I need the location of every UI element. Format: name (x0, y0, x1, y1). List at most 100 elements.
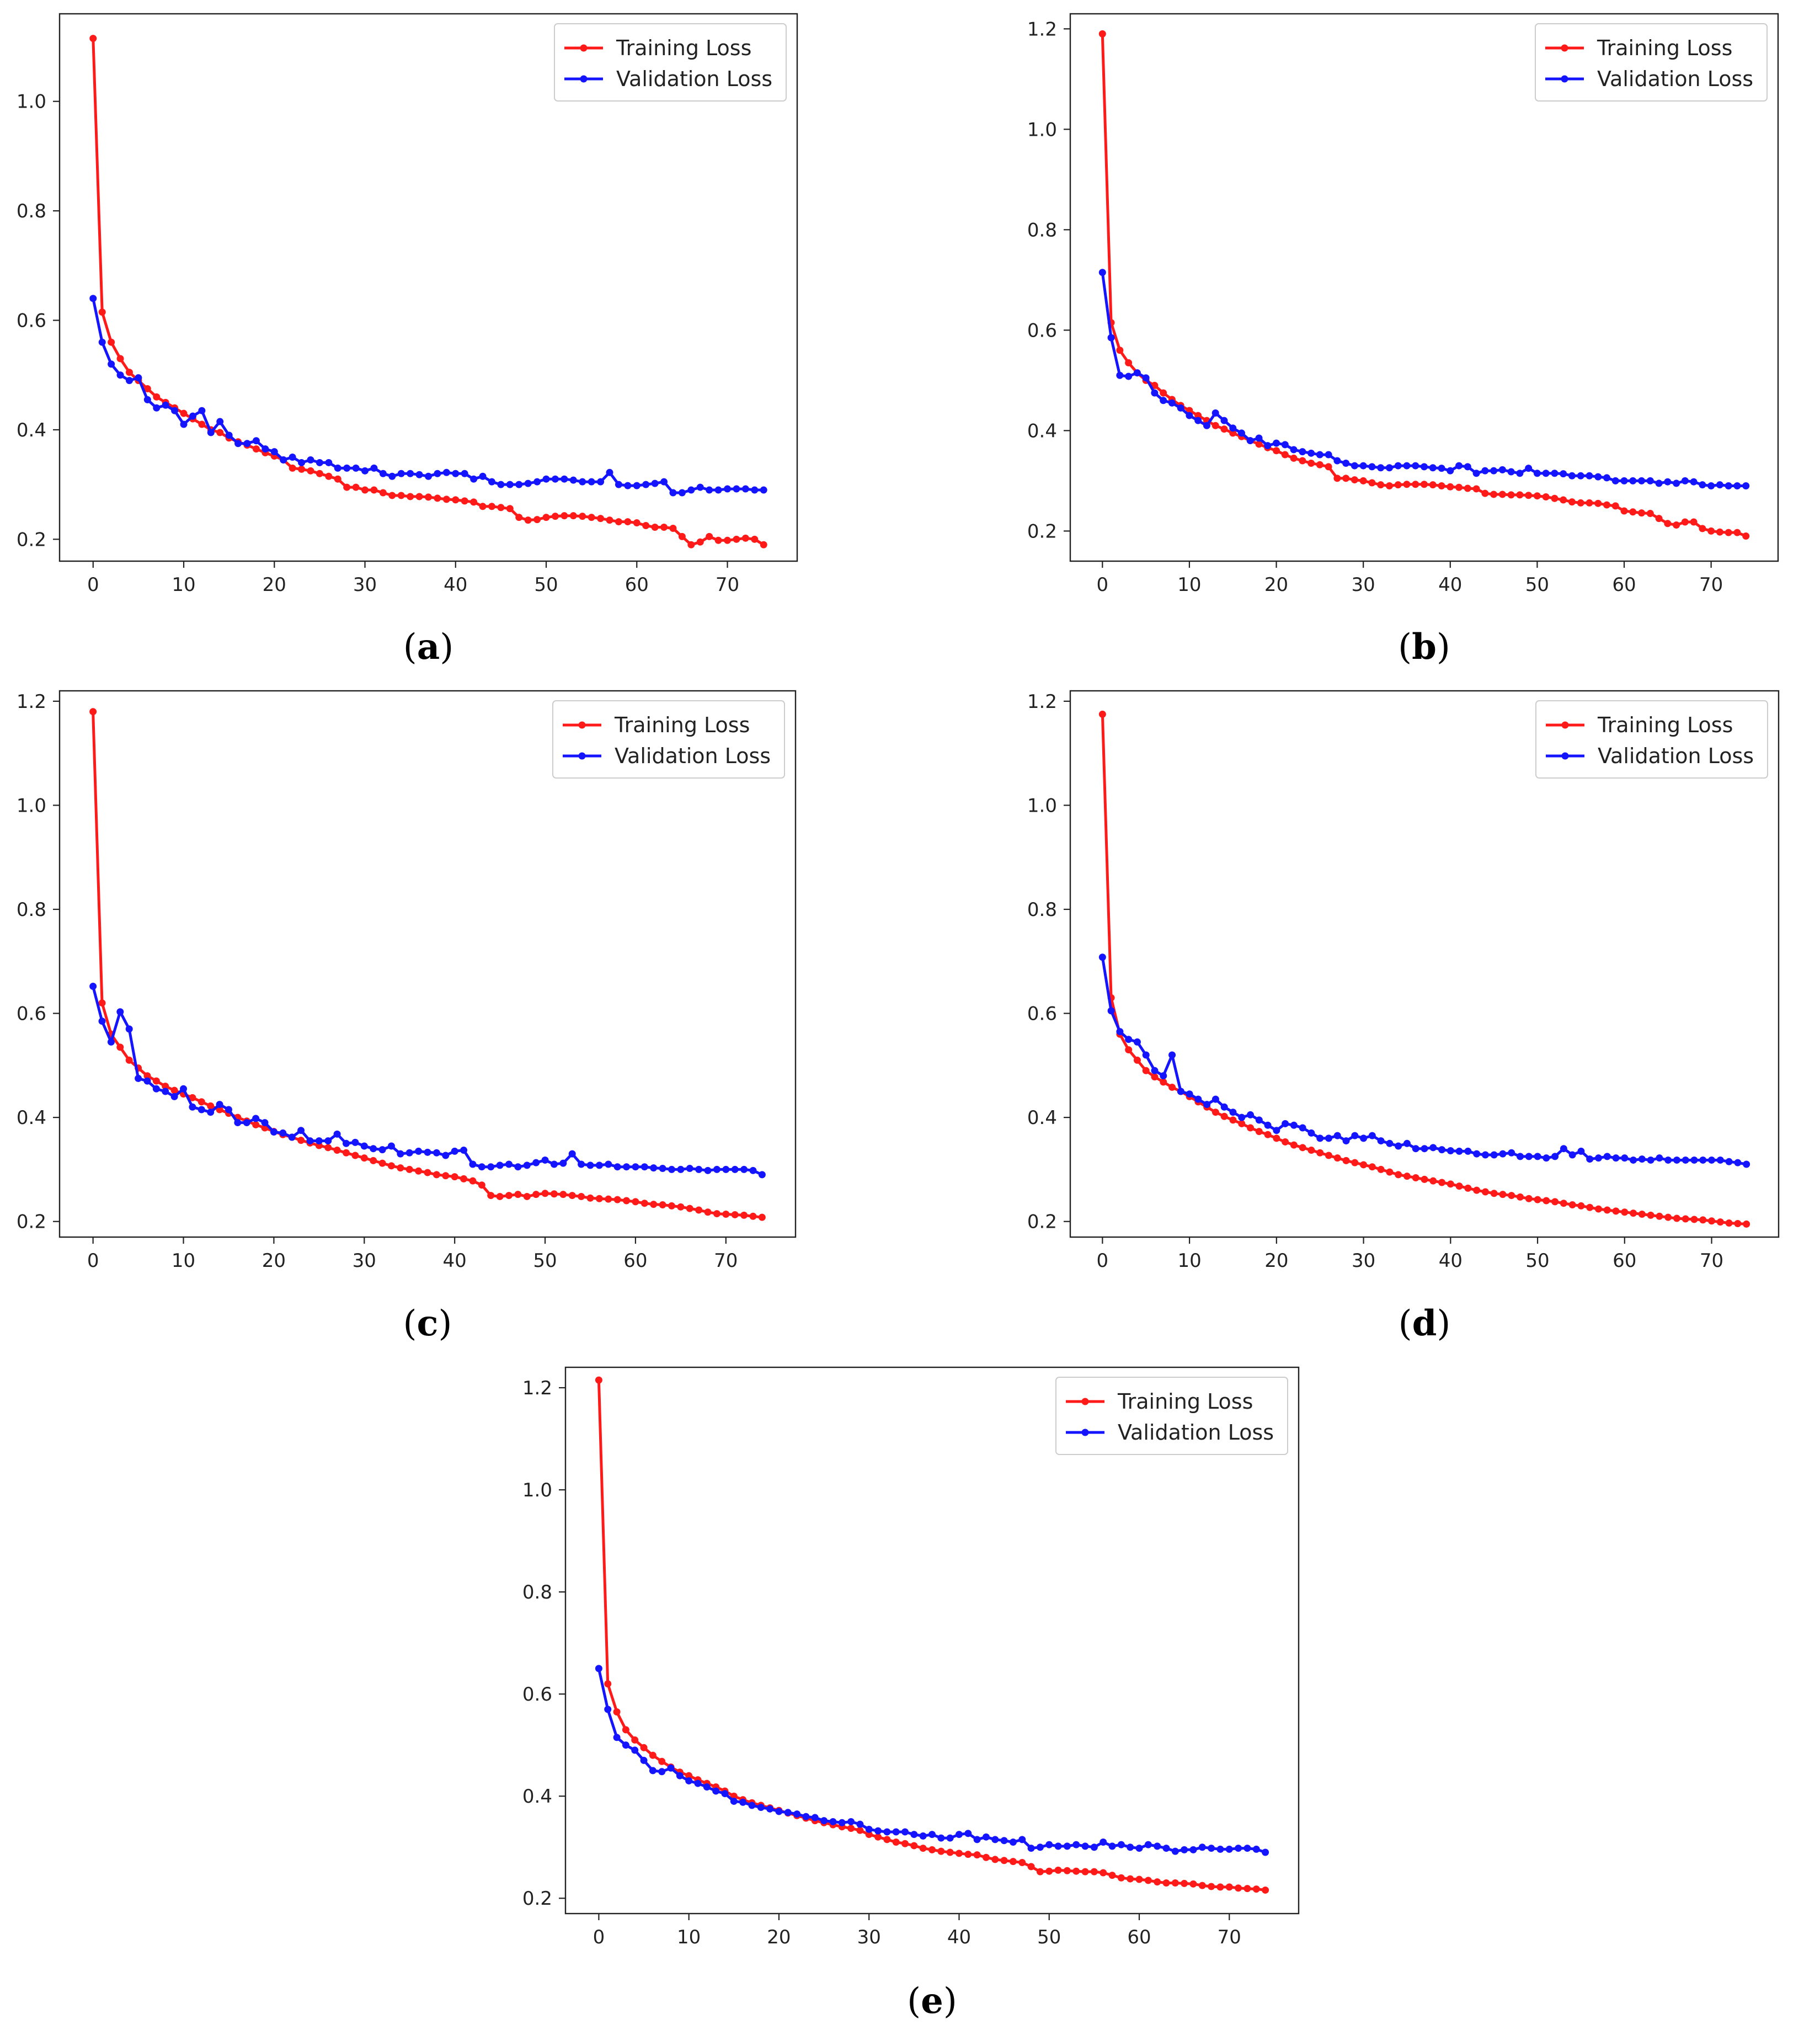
data-point (1438, 1146, 1446, 1154)
data-point (461, 497, 468, 505)
data-point (1455, 462, 1463, 470)
data-point (569, 476, 577, 484)
data-point (1189, 1846, 1197, 1853)
data-point (225, 1106, 232, 1113)
data-point (1063, 1867, 1071, 1874)
data-point (955, 1850, 963, 1857)
data-point (334, 464, 341, 472)
data-point (568, 1150, 576, 1158)
data-point (1000, 1837, 1008, 1845)
data-point (1525, 1195, 1533, 1202)
data-point (658, 1768, 666, 1776)
data-point (703, 1783, 711, 1791)
data-point (578, 1192, 585, 1200)
data-point (721, 1790, 729, 1798)
data-point (488, 478, 495, 486)
data-point (405, 1165, 413, 1173)
data-point (1368, 463, 1376, 471)
x-tick-label: 50 (1525, 1250, 1549, 1272)
data-point (470, 475, 478, 483)
data-point (1000, 1857, 1008, 1864)
data-point (1733, 482, 1741, 489)
data-point (1262, 1848, 1269, 1856)
data-point (910, 1842, 918, 1850)
data-point (461, 470, 468, 477)
data-point (722, 1165, 730, 1173)
data-point (606, 516, 613, 524)
data-point (1412, 462, 1419, 470)
data-point (415, 471, 423, 478)
data-point (749, 1166, 757, 1174)
data-point (1009, 1838, 1017, 1846)
data-point (892, 1828, 900, 1836)
data-point (1421, 463, 1428, 471)
data-point (1238, 429, 1246, 437)
data-point (1699, 1216, 1707, 1224)
data-point (650, 1201, 658, 1208)
data-point (1508, 1192, 1515, 1200)
data-point (170, 1093, 178, 1100)
data-point (1603, 474, 1610, 482)
legend-marker (580, 75, 588, 83)
chart-panel-c: 0 10 20 30 40 50 60 70 0.2 0.4 0.6 0.8 1.0 1.2 Trainin… (17, 690, 797, 1344)
data-point (1220, 1112, 1228, 1120)
data-point (1142, 374, 1150, 382)
data-point (1168, 1083, 1176, 1091)
x-tick-label: 0 (1096, 574, 1108, 596)
data-point (1098, 710, 1106, 718)
plot-frame (1069, 13, 1779, 562)
data-point (153, 404, 161, 412)
data-point (152, 1077, 160, 1085)
y-tick-label: 1.2 (17, 691, 46, 713)
data-point (1281, 441, 1289, 449)
data-point (125, 369, 133, 376)
y-tick-label: 1.0 (1027, 795, 1057, 817)
data-point (1464, 484, 1471, 492)
data-point (1198, 1882, 1206, 1889)
data-point (198, 407, 206, 414)
data-point (1586, 499, 1593, 507)
data-point (1036, 1843, 1044, 1851)
data-point (324, 1144, 332, 1152)
data-point (1127, 1875, 1134, 1883)
data-point (678, 489, 686, 497)
data-point (89, 708, 97, 716)
data-point (1325, 1134, 1332, 1142)
data-point (198, 1106, 205, 1113)
data-point (1116, 371, 1124, 379)
y-tick-label: 0.8 (1027, 899, 1057, 921)
x-tick-label: 30 (353, 574, 377, 596)
data-point (487, 1163, 495, 1171)
data-point (533, 478, 541, 486)
data-point (937, 1834, 945, 1842)
data-point (1316, 461, 1323, 468)
data-point (1611, 477, 1619, 484)
data-point (1655, 515, 1663, 523)
data-point (1708, 1156, 1716, 1164)
data-point (1429, 481, 1437, 489)
data-point (1360, 1134, 1368, 1142)
x-tick-label: 30 (1352, 574, 1375, 596)
data-point (116, 1008, 124, 1016)
data-point (706, 532, 713, 540)
series-validation-loss (595, 1665, 1269, 1856)
data-point (1252, 1885, 1260, 1893)
series-line (597, 1380, 1266, 1892)
data-point (1108, 1842, 1116, 1850)
data-point (1116, 347, 1124, 354)
x-tick-label: 60 (1127, 1926, 1151, 1948)
data-point (1655, 479, 1663, 487)
data-point (892, 1838, 900, 1846)
data-point (1733, 529, 1741, 536)
data-point (1108, 1872, 1116, 1879)
legend-box (1535, 23, 1768, 102)
data-point (1603, 1153, 1611, 1160)
data-point (713, 1210, 720, 1218)
data-point (1072, 1841, 1080, 1848)
data-point (1421, 1145, 1428, 1153)
data-point (1243, 1845, 1251, 1852)
data-point (982, 1853, 990, 1861)
data-point (1707, 482, 1715, 489)
data-point (1168, 399, 1176, 407)
data-point (343, 1149, 350, 1157)
